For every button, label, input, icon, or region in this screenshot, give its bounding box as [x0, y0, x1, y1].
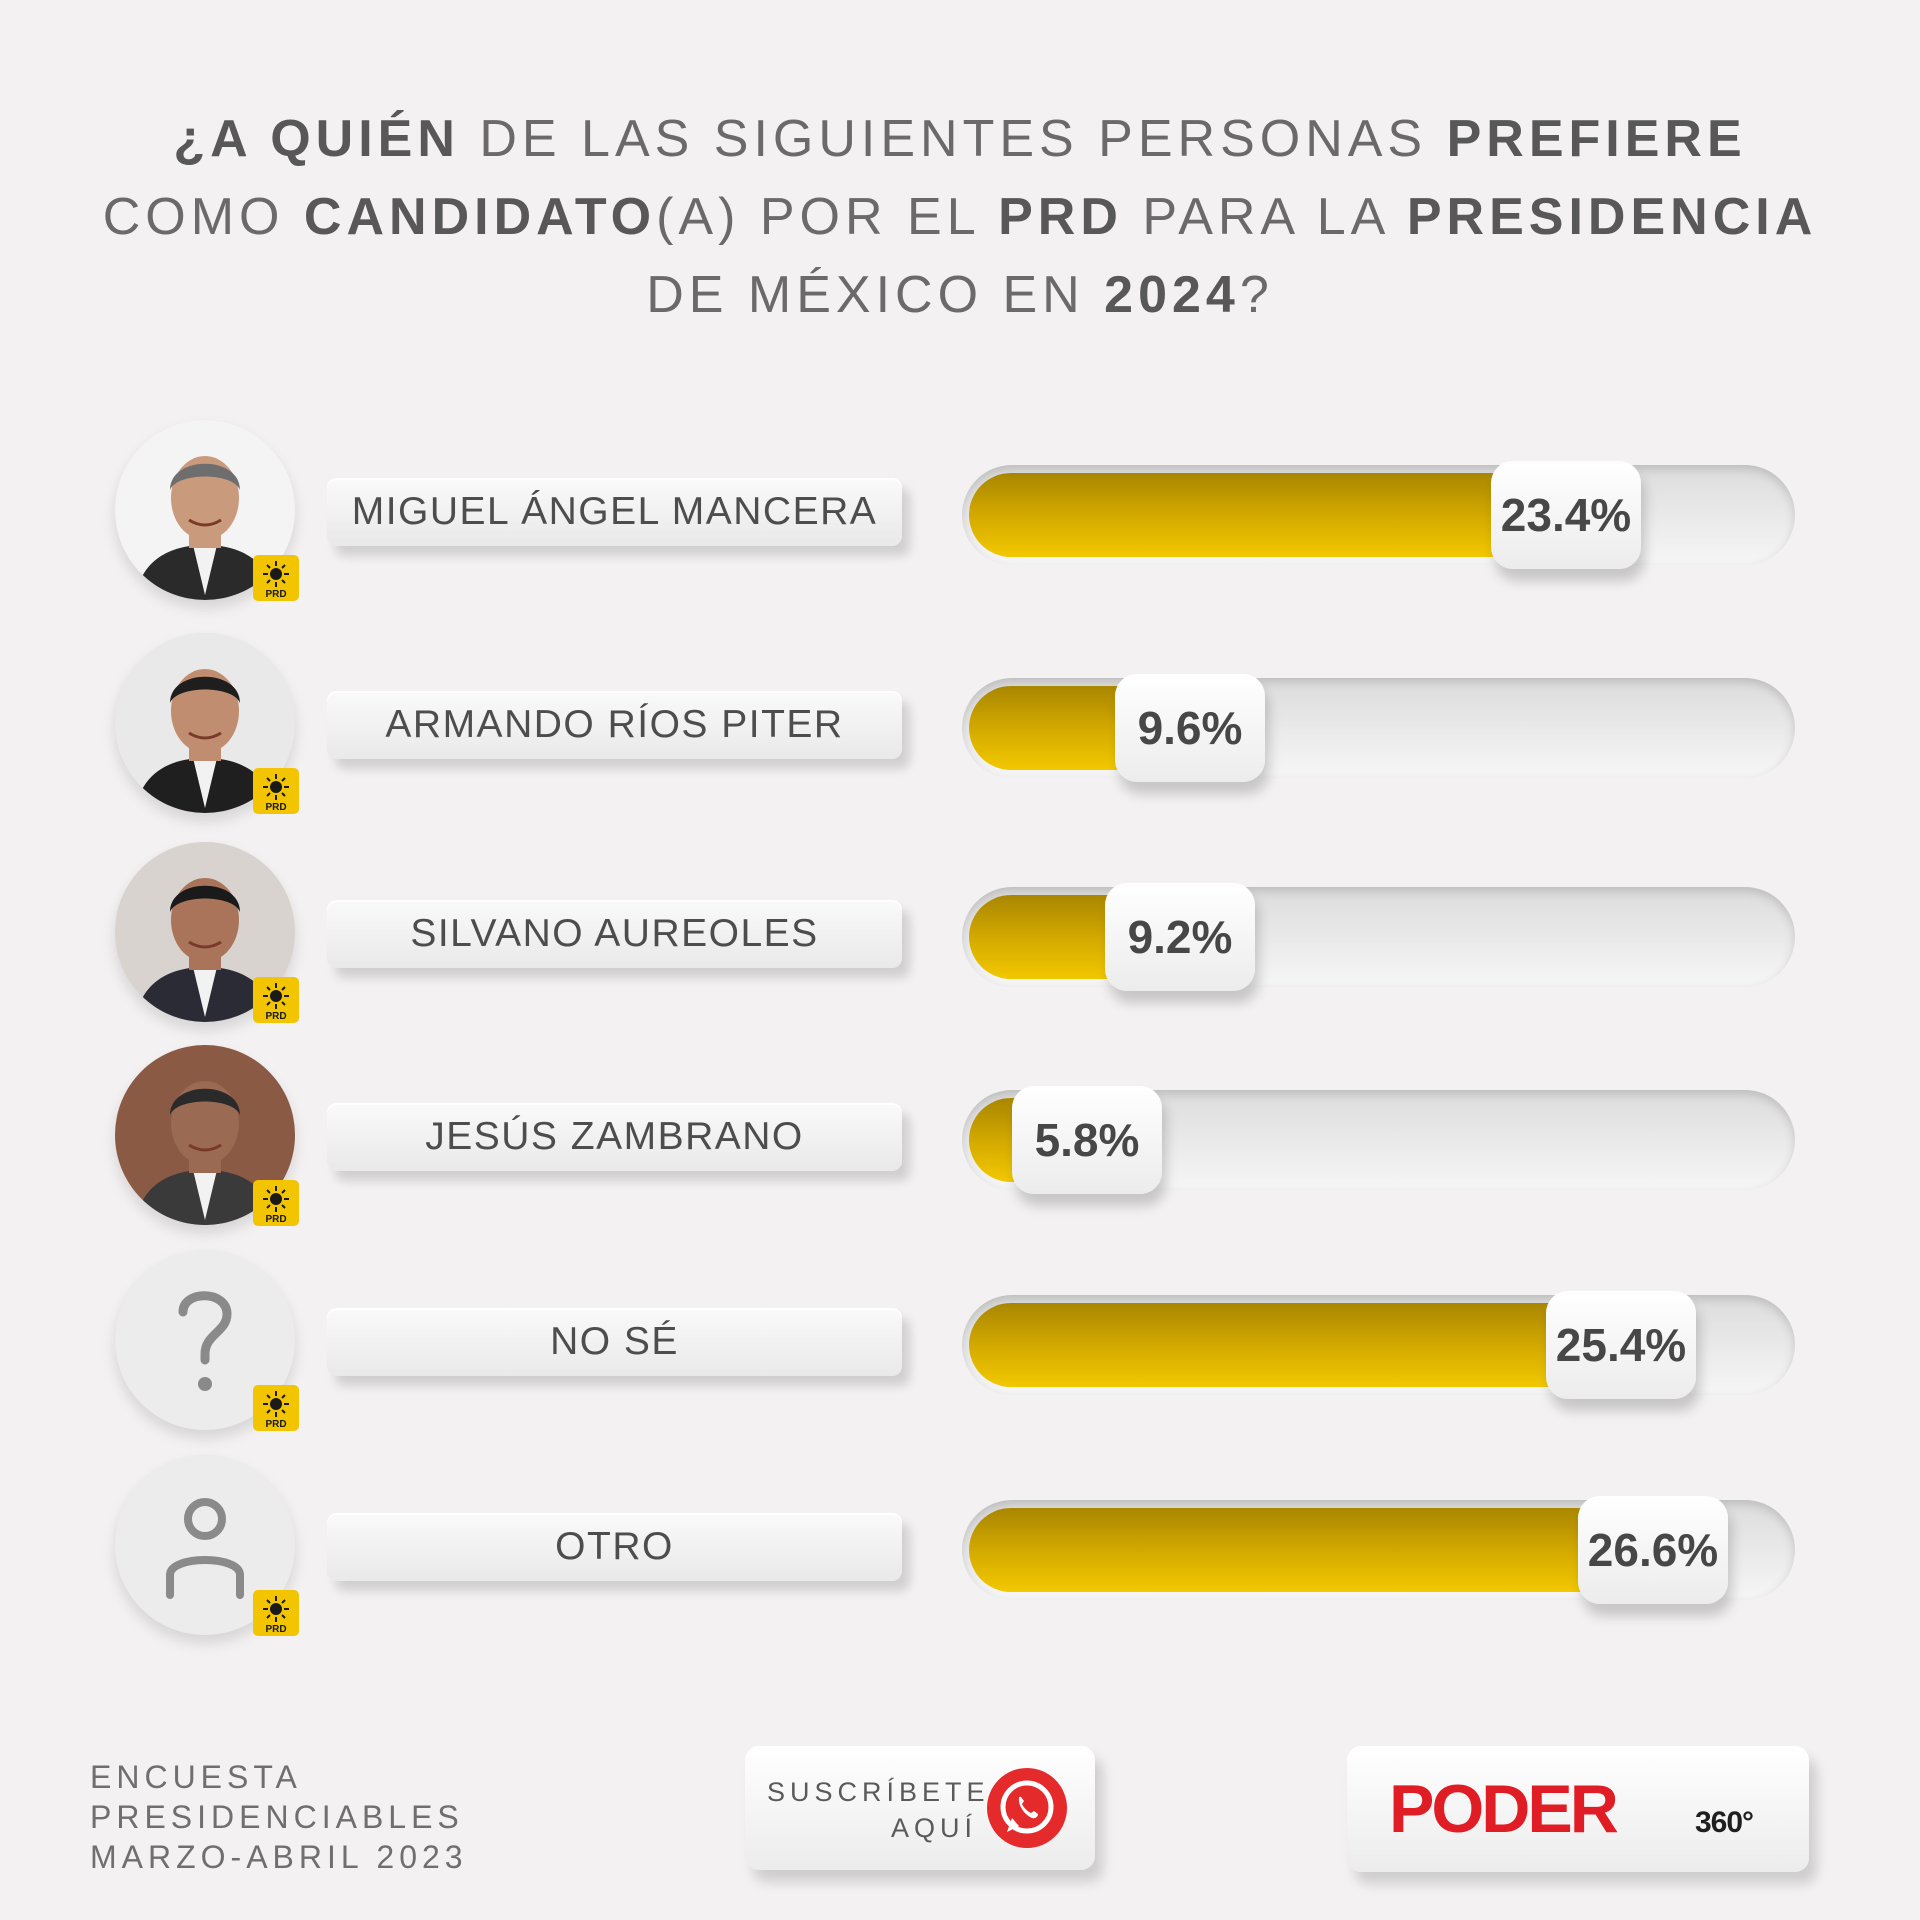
category-label: ARMANDO RÍOS PITER — [327, 691, 902, 759]
bar — [969, 1303, 1661, 1387]
bar-track: 25.4% — [962, 1291, 1795, 1399]
bar-track: 26.6% — [962, 1496, 1795, 1604]
title-segment: ? — [1239, 266, 1274, 324]
data-label: 26.6% — [1578, 1496, 1728, 1604]
bar-track: 9.6% — [962, 674, 1795, 782]
subscribe-button[interactable]: SUSCRÍBETE AQUÍ — [745, 1746, 1095, 1870]
bar-track-inner: 25.4% — [969, 1291, 1786, 1399]
title-segment: COMO — [102, 188, 304, 246]
prd-logo-icon: PRD — [253, 1385, 299, 1431]
title-segment: CANDIDATO — [303, 188, 657, 246]
title-segment: PRESIDENCIA — [1406, 188, 1818, 246]
poder360-logo: PODER 360° — [1347, 1746, 1809, 1872]
data-label: 23.4% — [1491, 461, 1641, 569]
title-line-1: ¿A QUIÉN DE LAS SIGUIENTES PERSONAS PREF… — [0, 100, 1920, 178]
category-label: OTRO — [327, 1513, 902, 1581]
bar-track: 5.8% — [962, 1086, 1795, 1194]
category-label: JESÚS ZAMBRANO — [327, 1103, 902, 1171]
data-label: 5.8% — [1012, 1086, 1162, 1194]
title-segment: DE MÉXICO EN — [646, 266, 1105, 324]
title-segment: (A) POR EL — [656, 188, 999, 246]
svg-text:PRD: PRD — [265, 802, 286, 811]
svg-text:PRD: PRD — [265, 1624, 286, 1633]
bar-row: PRD NO SÉ 25.4% — [0, 1250, 1920, 1450]
prd-logo-icon: PRD — [253, 977, 299, 1023]
svg-text:PRD: PRD — [265, 1419, 286, 1428]
prd-logo-icon: PRD — [253, 1180, 299, 1226]
bar-row: PRD ARMANDO RÍOS PITER 9.6% — [0, 633, 1920, 833]
category-label: SILVANO AUREOLES — [327, 900, 902, 968]
whatsapp-icon — [985, 1766, 1069, 1855]
category-label: NO SÉ — [327, 1308, 902, 1376]
subscribe-label: SUSCRÍBETE AQUÍ — [767, 1774, 990, 1846]
category-label: MIGUEL ÁNGEL MANCERA — [327, 478, 902, 546]
bar-row: PRD MIGUEL ÁNGEL MANCERA 23.4% — [0, 420, 1920, 620]
caption-line-1: ENCUESTA — [90, 1759, 302, 1795]
title-segment: DE LAS SIGUIENTES PERSONAS — [459, 110, 1447, 168]
bar-track: 23.4% — [962, 461, 1795, 569]
subscribe-line-1: SUSCRÍBETE — [767, 1777, 990, 1807]
title-segment: PARA LA — [1122, 188, 1407, 246]
title-line-3: DE MÉXICO EN 2024? — [0, 256, 1920, 334]
survey-caption: ENCUESTA PRESIDENCIABLES MARZO-ABRIL 202… — [90, 1757, 468, 1877]
bar — [969, 1508, 1693, 1592]
candidate-photo — [115, 420, 295, 600]
bar-track-inner: 5.8% — [969, 1086, 1786, 1194]
prd-logo-icon: PRD — [253, 768, 299, 814]
bar-track-inner: 9.2% — [969, 883, 1786, 991]
caption-line-2: PRESIDENCIABLES — [90, 1799, 464, 1835]
title-line-2: COMO CANDIDATO(A) POR EL PRD PARA LA PRE… — [0, 178, 1920, 256]
data-label: 9.6% — [1115, 674, 1265, 782]
bar-track-inner: 26.6% — [969, 1496, 1786, 1604]
candidate-photo — [115, 633, 295, 813]
bar-track: 9.2% — [962, 883, 1795, 991]
data-label: 25.4% — [1546, 1291, 1696, 1399]
svg-text:PRD: PRD — [265, 589, 286, 598]
prd-logo-icon: PRD — [253, 555, 299, 601]
prd-logo-icon: PRD — [253, 1590, 299, 1636]
chart-title: ¿A QUIÉN DE LAS SIGUIENTES PERSONAS PREF… — [0, 100, 1920, 334]
title-segment: PREFIERE — [1446, 110, 1747, 168]
logo-main-text: PODER — [1389, 1771, 1619, 1847]
bar-row: PRD JESÚS ZAMBRANO 5.8% — [0, 1045, 1920, 1245]
caption-line-3: MARZO-ABRIL 2023 — [90, 1839, 468, 1875]
logo-sub-text: 360° — [1695, 1806, 1754, 1839]
bar-track-inner: 23.4% — [969, 461, 1786, 569]
data-label: 9.2% — [1105, 883, 1255, 991]
svg-text:PRD: PRD — [265, 1011, 286, 1020]
title-segment: 2024 — [1104, 266, 1240, 324]
subscribe-line-2: AQUÍ — [890, 1813, 977, 1843]
bar-row: PRD SILVANO AUREOLES 9.2% — [0, 842, 1920, 1042]
title-segment: PRD — [998, 188, 1123, 246]
bar-row: PRD OTRO 26.6% — [0, 1455, 1920, 1655]
svg-text:PRD: PRD — [265, 1214, 286, 1223]
title-segment: ¿A QUIÉN — [173, 110, 460, 168]
bar-track-inner: 9.6% — [969, 674, 1786, 782]
